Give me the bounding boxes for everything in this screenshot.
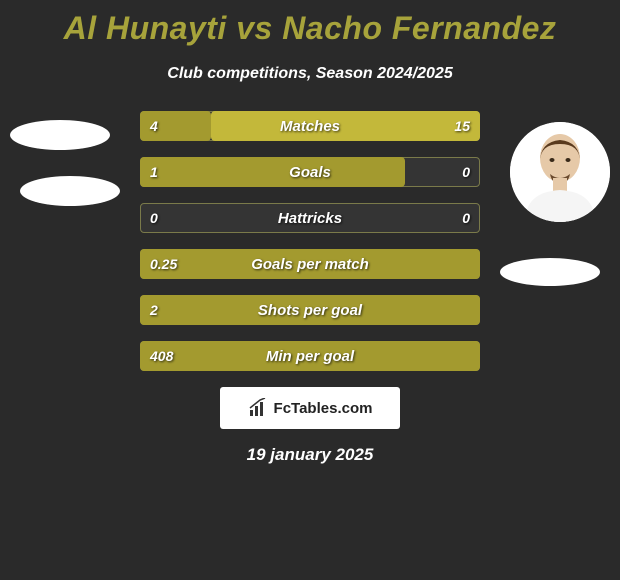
bar-label: Shots per goal — [140, 302, 480, 319]
placeholder-oval — [500, 258, 600, 286]
page-subtitle: Club competitions, Season 2024/2025 — [0, 65, 620, 83]
page-title: Al Hunayti vs Nacho Fernandez — [0, 0, 620, 47]
person-icon — [510, 122, 610, 222]
placeholder-oval — [20, 176, 120, 206]
date-label: 19 january 2025 — [0, 445, 620, 465]
bar-row: 415Matches — [140, 111, 480, 141]
bar-label: Matches — [140, 118, 480, 135]
bar-label: Min per goal — [140, 348, 480, 365]
comparison-bars: 415Matches 10Goals 00Hattricks 0.25Goals pe… — [140, 111, 480, 371]
bar-row: 408Min per goal — [140, 341, 480, 371]
player-right-avatar — [510, 122, 610, 222]
avatar-silhouette — [510, 122, 610, 222]
placeholder-oval — [10, 120, 110, 150]
brand-badge[interactable]: FcTables.com — [220, 387, 400, 429]
bar-row: 00Hattricks — [140, 203, 480, 233]
bar-label: Goals — [140, 164, 480, 181]
bar-row: 10Goals — [140, 157, 480, 187]
bar-row: 2Shots per goal — [140, 295, 480, 325]
bar-row: 0.25Goals per match — [140, 249, 480, 279]
bar-label: Goals per match — [140, 256, 480, 273]
chart-icon — [248, 398, 268, 418]
brand-text: FcTables.com — [274, 400, 373, 417]
comparison-card: Al Hunayti vs Nacho Fernandez Club compe… — [0, 0, 620, 580]
bar-label: Hattricks — [140, 210, 480, 227]
